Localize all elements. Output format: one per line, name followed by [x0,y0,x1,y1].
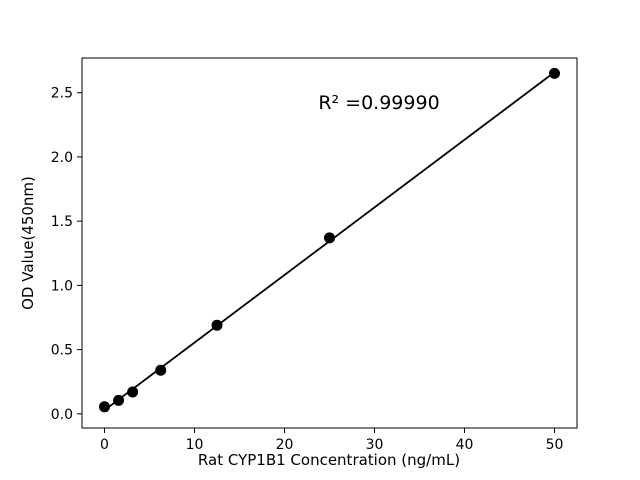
data-point [549,67,560,79]
data-points [99,67,560,413]
data-point [99,401,110,413]
y-tick-label: 0.0 [51,407,73,423]
x-tick-label: 40 [456,437,474,453]
y-tick-label: 2.5 [51,86,73,102]
x-tick-label: 50 [546,437,564,453]
x-tick-label: 10 [186,437,204,453]
y-tick-label: 0.5 [51,343,73,359]
y-tick-label: 2.0 [51,150,73,166]
data-point [113,394,125,406]
data-point [127,386,139,398]
y-tick-label: 1.0 [51,278,73,294]
data-point [155,364,167,376]
x-tick-label: 20 [276,437,294,453]
y-axis-label: OD Value(450nm) [19,176,37,310]
x-axis-ticks: 0 10 20 30 40 50 [100,428,563,453]
r-squared-annotation: R² =0.99990 [318,92,439,114]
x-axis-label: Rat CYP1B1 Concentration (ng/mL) [198,451,460,469]
data-point [211,319,223,331]
data-point [324,232,335,244]
x-tick-label: 0 [100,437,109,453]
y-tick-label: 1.5 [51,214,73,230]
y-axis-ticks: 0.0 0.5 1.0 1.5 2.0 2.5 [51,86,82,423]
x-tick-label: 30 [366,437,384,453]
plot-area [81,57,578,429]
